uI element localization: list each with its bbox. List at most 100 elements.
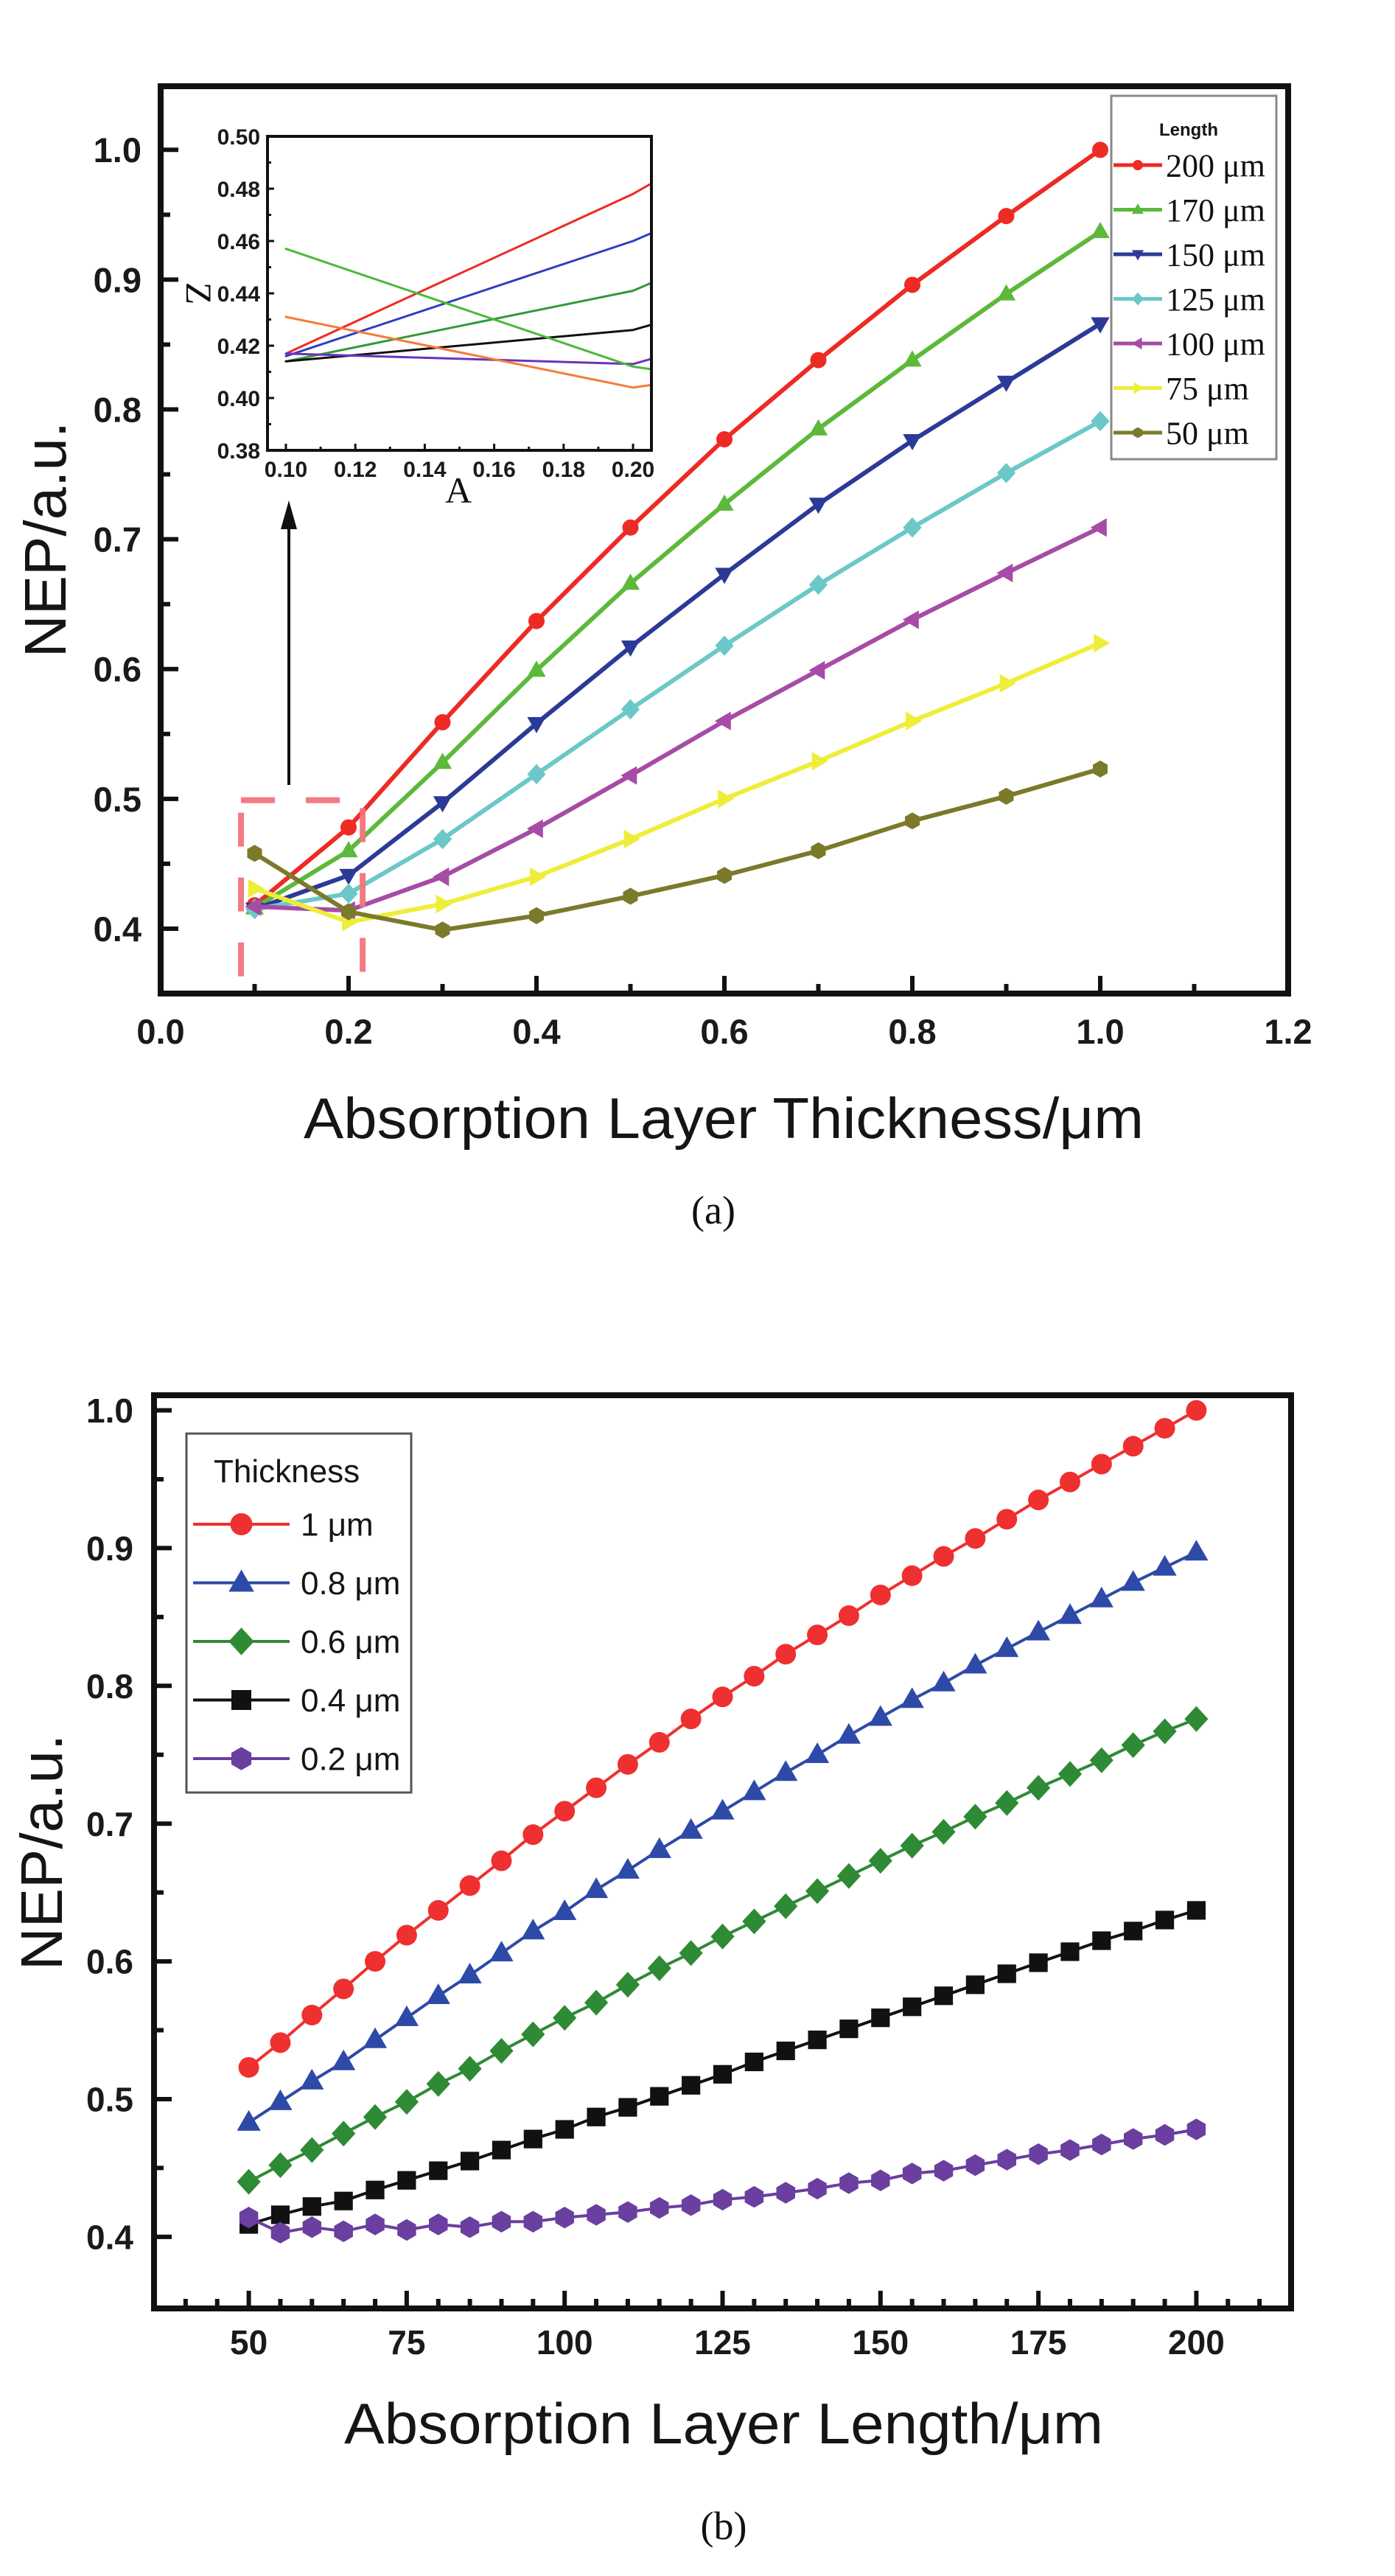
chart-b-data-point (239, 2207, 259, 2229)
chart-a-data-point (526, 819, 543, 838)
chart-b-y-tick-label: 0.6 (86, 1943, 133, 1981)
chart-a-data-point (996, 563, 1013, 583)
chart-b-y-tick-label: 0.4 (86, 2218, 133, 2256)
inset-x-tick-label: 0.20 (612, 458, 654, 482)
chart-b-data-point (742, 1779, 766, 1801)
chart-b-y-tick-label: 0.8 (86, 1667, 133, 1706)
chart-a-data-point (434, 713, 451, 730)
chart-a-legend-marker (1132, 250, 1144, 261)
chart-b-data-point (679, 1940, 703, 1966)
chart-a-data-point (247, 845, 262, 862)
chart-b-data-point (394, 2089, 419, 2115)
inset-y-tick-label: 0.50 (217, 125, 260, 150)
chart-a-data-point (245, 897, 262, 916)
inset-x-tick-label: 0.12 (334, 458, 377, 482)
chart-a-y-tick-label: 0.5 (94, 780, 141, 819)
chart-a-series-line (252, 640, 1102, 925)
chart-b-data-point (934, 2160, 954, 2182)
chart-b-data-point (555, 2207, 574, 2229)
chart-b-data-point (429, 2161, 448, 2180)
chart-b-data-point (238, 2056, 259, 2078)
chart-b-data-point (903, 1997, 922, 2017)
chart-a-x-tick-label: 1.0 (1076, 1012, 1124, 1051)
chart-a-data-point (904, 276, 920, 293)
chart-b-data-point (334, 2220, 353, 2242)
chart-b-y-axis-title: NEP/a.u. (9, 1734, 74, 1970)
chart-b-legend-label: 0.8 μm (301, 1566, 400, 1602)
chart-a-x-tick-label: 0.6 (700, 1012, 748, 1051)
chart-b-data-point (647, 1955, 671, 1981)
chart-a-data-point (620, 640, 640, 657)
chart-a-data-point (902, 610, 919, 629)
chart-b-data-point (838, 1605, 859, 1627)
chart-a-data-point (903, 350, 922, 367)
chart-a-data-point (717, 867, 732, 884)
chart-b-data-point (426, 1983, 450, 2004)
chart-b-data-point (679, 1818, 703, 1839)
chart-a-series-50-m (247, 760, 1108, 939)
chart-a-data-point (999, 674, 1016, 693)
chart-a-data-point (1091, 222, 1110, 238)
chart-a-data-point (339, 841, 358, 858)
chart-a-data-point (1091, 411, 1110, 432)
chart-b-data-point (995, 1790, 1019, 1816)
chart-b-data-point (963, 1652, 987, 1674)
inset-series-orange (284, 315, 651, 389)
chart-b-data-point (615, 1857, 640, 1879)
chart-b-data-point (1122, 1436, 1144, 1457)
chart-b-data-point (744, 2185, 764, 2208)
chart-a-data-point (905, 812, 920, 830)
chart-a-data-point (527, 764, 546, 785)
chart-a-data-point (339, 883, 358, 904)
chart-a-legend-marker (1133, 427, 1143, 439)
chart-a-data-point (341, 903, 356, 921)
chart-a-legend-box (1110, 94, 1278, 461)
chart-b-data-point (1057, 1761, 1083, 1787)
chart-b-data-point (713, 2064, 733, 2084)
inset-x-tick-label: 0.16 (472, 458, 515, 482)
chart-a-legend-item: 125 μm (1113, 282, 1265, 318)
chart-b-legend-marker (228, 1627, 254, 1655)
chart-b-data-point (965, 1975, 985, 1994)
chart-b-data-point (901, 1565, 923, 1586)
chart-a-data-point (1092, 142, 1108, 158)
chart-a-y-axis-title: NEP/a.u. (13, 422, 78, 657)
chart-b-data-point (681, 2194, 701, 2216)
chart-a-series-line (252, 525, 1102, 913)
chart-a-legend-marker (1131, 337, 1142, 350)
chart-a-data-point (810, 352, 827, 369)
chart-b-legend-box (185, 1432, 413, 1794)
chart-a-series (245, 142, 1111, 939)
chart-a-legend-item: 75 μm (1113, 371, 1249, 407)
chart-b-data-point (1121, 1570, 1145, 1591)
inset-series-red (284, 182, 651, 355)
chart-b-data-point (521, 2021, 545, 2048)
chart-a-data-point (620, 573, 640, 590)
chart-b-data-point (237, 2109, 261, 2131)
chart-a-y-tick-label: 0.6 (94, 650, 141, 689)
chart-b-series-0-2-m (239, 2118, 1206, 2244)
chart-b-data-point (492, 2140, 511, 2160)
chart-a-series-line (252, 321, 1102, 912)
chart-b-data-point (460, 2216, 480, 2238)
chart-a-data-point (530, 867, 547, 887)
chart-b-data-point (553, 1899, 577, 1920)
chart-b-data-point (1184, 1706, 1209, 1732)
inset-series-purple (284, 352, 651, 366)
chart-b-data-point (836, 1863, 861, 1889)
chart-b-data-point (871, 2008, 890, 2028)
chart-b-data-point (807, 1624, 828, 1646)
chart-a-x-axis-title: Absorption Layer Thickness/μm (304, 1086, 1144, 1151)
inset-series-line (284, 231, 651, 357)
chart-a-data-point (808, 498, 828, 514)
chart-b-data-point (650, 2196, 669, 2219)
chart-a-data-point (715, 494, 734, 511)
chart-b-data-point (394, 2005, 419, 2026)
chart-b-data-point (776, 2041, 795, 2061)
inset-series-blue (284, 231, 651, 357)
inset-x-tick-label: 0.14 (403, 458, 447, 482)
chart-b-data-point (458, 2056, 482, 2082)
chart-b-data-point (396, 1924, 417, 1946)
caption-b: (b) (701, 2504, 747, 2548)
chart-b-data-point (744, 2052, 763, 2072)
